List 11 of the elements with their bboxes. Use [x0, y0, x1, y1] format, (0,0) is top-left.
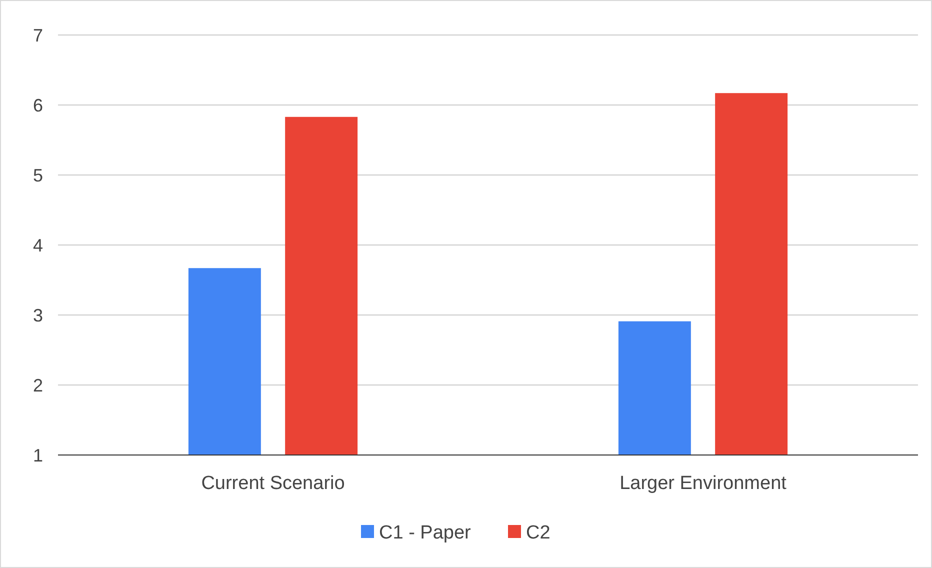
y-tick-label: 3 — [32, 305, 44, 326]
x-tick-label: Larger Environment — [620, 473, 788, 494]
legend-label: C1 - Paper — [379, 522, 472, 544]
y-tick-label: 5 — [32, 165, 44, 186]
y-tick-label: 2 — [32, 375, 44, 396]
y-tick-label: 1 — [32, 445, 44, 466]
y-tick-label: 7 — [32, 25, 44, 46]
y-tick-label: 6 — [32, 95, 44, 116]
legend-label: C2 — [526, 522, 550, 544]
x-tick-label: Current Scenario — [201, 473, 345, 494]
y-tick-label: 4 — [32, 235, 44, 256]
